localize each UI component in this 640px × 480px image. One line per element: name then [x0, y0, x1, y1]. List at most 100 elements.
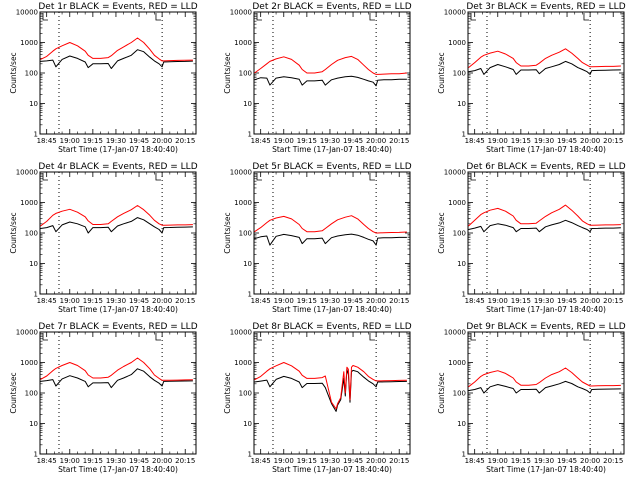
x-tick-label: 19:30: [106, 297, 126, 305]
series-events-line: [254, 75, 407, 87]
range-bracket: [42, 173, 48, 181]
range-bracket: [42, 13, 48, 21]
y-tick-label: 1000: [234, 359, 252, 367]
range-bracket: [42, 333, 48, 341]
x-tick-label: 19:15: [83, 297, 103, 305]
y-tick-label: 10: [243, 260, 252, 268]
x-tick-label: 19:00: [60, 137, 80, 145]
y-tick-label: 10: [243, 420, 252, 428]
x-tick-label: 19:00: [488, 137, 508, 145]
plot-frame: [39, 331, 197, 455]
x-tick-label: 19:00: [488, 297, 508, 305]
y-axis-label: Counts/sec: [437, 212, 446, 253]
x-tick-label: 19:00: [60, 457, 80, 465]
panel-det-5: Det 5r BLACK = Events, RED = LLD 1 10 100 10…: [223, 162, 412, 314]
x-tick-label: 20:15: [389, 137, 409, 145]
x-tick-label: 19:00: [274, 457, 294, 465]
series-lld-line: [254, 362, 407, 410]
y-tick-label: 1000: [20, 199, 38, 207]
series-lld-line: [468, 48, 621, 68]
y-tick-label: 10: [457, 260, 466, 268]
range-bracket: [155, 173, 161, 181]
x-axis-label: Start Time (17-Jan-07 18:40:40): [272, 305, 392, 314]
x-tick-label: 20:00: [366, 137, 386, 145]
x-axis-label: Start Time (17-Jan-07 18:40:40): [486, 145, 606, 154]
x-tick-label: 19:15: [297, 457, 317, 465]
y-tick-label: 100: [25, 390, 38, 398]
y-tick-label: 100: [25, 230, 38, 238]
range-bracket: [583, 13, 589, 21]
x-tick-label: 20:15: [389, 297, 409, 305]
panel-title: Det 7r BLACK = Events, RED = LLD: [38, 322, 197, 332]
y-tick-label: 10000: [16, 169, 38, 177]
range-bracket: [583, 173, 589, 181]
x-tick-label: 18:45: [465, 137, 485, 145]
x-tick-label: 19:30: [320, 297, 340, 305]
y-tick-label: 10000: [230, 9, 252, 17]
x-tick-label: 19:45: [557, 297, 577, 305]
y-tick-label: 1000: [234, 199, 252, 207]
range-bracket: [256, 13, 262, 21]
x-tick-label: 19:30: [106, 457, 126, 465]
panel-det-9: Det 9r BLACK = Events, RED = LLD 1 10 100 10…: [437, 322, 626, 474]
panel-det-8: Det 8r BLACK = Events, RED = LLD 1 10 100 10…: [223, 322, 412, 474]
y-tick-label: 10: [29, 420, 38, 428]
plot-frame: [39, 11, 197, 135]
x-tick-label: 20:15: [603, 297, 623, 305]
plot-frame: [467, 171, 625, 295]
x-tick-label: 19:45: [557, 137, 577, 145]
plot-frame: [253, 11, 411, 135]
x-tick-label: 20:15: [603, 137, 623, 145]
y-tick-label: 10: [243, 100, 252, 108]
series-lld-line: [40, 37, 193, 62]
series-lld-line: [40, 357, 193, 381]
x-tick-label: 20:15: [389, 457, 409, 465]
y-tick-label: 10: [457, 100, 466, 108]
x-tick-label: 18:45: [251, 297, 271, 305]
y-tick-label: 10000: [444, 9, 466, 17]
x-tick-label: 19:45: [343, 457, 363, 465]
panel-title: Det 5r BLACK = Events, RED = LLD: [252, 162, 411, 172]
series-lld-line: [254, 55, 407, 75]
y-tick-label: 10000: [444, 329, 466, 337]
x-tick-label: 20:00: [152, 137, 172, 145]
y-tick-label: 10000: [16, 329, 38, 337]
y-tick-label: 1: [248, 131, 252, 139]
series-events-line: [40, 217, 193, 234]
x-axis-label: Start Time (17-Jan-07 18:40:40): [272, 465, 392, 474]
x-tick-label: 18:45: [251, 137, 271, 145]
series-events-line: [40, 49, 193, 69]
panel-title: Det 9r BLACK = Events, RED = LLD: [466, 322, 625, 332]
x-axis-label: Start Time (17-Jan-07 18:40:40): [58, 305, 178, 314]
x-tick-label: 19:30: [106, 137, 126, 145]
x-tick-label: 20:00: [366, 297, 386, 305]
x-tick-label: 19:00: [274, 297, 294, 305]
y-tick-label: 1: [462, 131, 466, 139]
series-events-line: [468, 219, 621, 233]
x-axis-label: Start Time (17-Jan-07 18:40:40): [58, 465, 178, 474]
x-tick-label: 19:30: [534, 457, 554, 465]
range-bracket: [155, 333, 161, 341]
x-axis-label: Start Time (17-Jan-07 18:40:40): [486, 305, 606, 314]
y-tick-label: 1000: [20, 39, 38, 47]
y-axis-label: Counts/sec: [9, 372, 18, 413]
y-axis-label: Counts/sec: [437, 372, 446, 413]
y-tick-label: 1: [248, 451, 252, 459]
y-tick-label: 1: [34, 131, 38, 139]
y-tick-label: 1000: [448, 359, 466, 367]
x-tick-label: 18:45: [37, 137, 57, 145]
panel-title: Det 4r BLACK = Events, RED = LLD: [38, 162, 197, 172]
panel-det-7: Det 7r BLACK = Events, RED = LLD 1 10 100 10…: [9, 322, 198, 474]
y-tick-label: 100: [453, 390, 466, 398]
y-tick-label: 10000: [230, 169, 252, 177]
x-axis-label: Start Time (17-Jan-07 18:40:40): [486, 465, 606, 474]
y-axis-label: Counts/sec: [223, 372, 232, 413]
x-tick-label: 19:30: [534, 297, 554, 305]
range-bracket: [470, 173, 476, 181]
x-axis-label: Start Time (17-Jan-07 18:40:40): [272, 145, 392, 154]
x-tick-label: 19:30: [320, 137, 340, 145]
y-tick-label: 100: [453, 70, 466, 78]
x-tick-label: 18:45: [37, 457, 57, 465]
range-bracket: [155, 13, 161, 21]
